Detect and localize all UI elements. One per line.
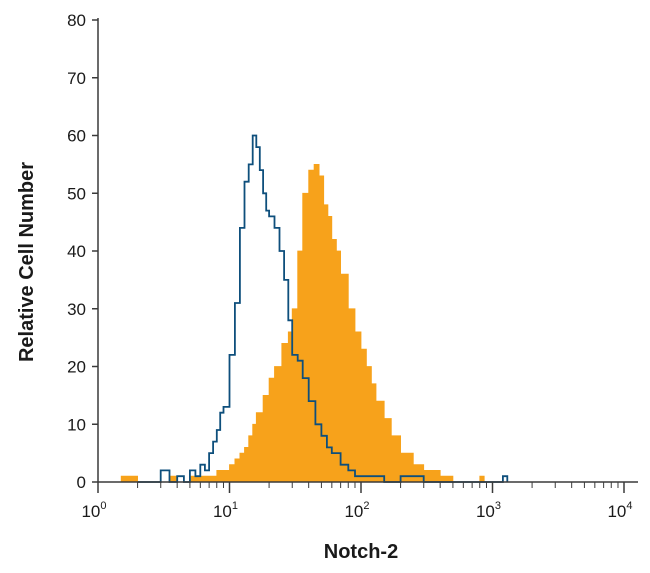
y-tick-label: 80 bbox=[67, 11, 86, 30]
x-axis-title: Notch-2 bbox=[324, 541, 398, 563]
y-tick-label: 0 bbox=[77, 473, 86, 492]
x-tick-label: 100 bbox=[81, 500, 106, 521]
x-tick-label: 103 bbox=[476, 500, 501, 521]
y-tick-label: 60 bbox=[67, 127, 86, 146]
x-tick-base: 10 bbox=[344, 502, 363, 521]
x-tick-exponent: 2 bbox=[363, 500, 369, 512]
x-tick-exponent: 1 bbox=[232, 500, 238, 512]
x-tick-base: 10 bbox=[81, 502, 100, 521]
y-tick-label: 20 bbox=[67, 358, 86, 377]
y-axis-ticks: 0 10 20 30 40 50 60 70 80 bbox=[67, 11, 98, 492]
filled-histogram-series bbox=[120, 164, 485, 483]
y-tick-label: 10 bbox=[67, 415, 86, 434]
y-tick-label: 30 bbox=[67, 300, 86, 319]
y-tick-label: 70 bbox=[67, 69, 86, 88]
series-layer bbox=[120, 134, 509, 483]
y-tick-label: 40 bbox=[67, 242, 86, 261]
x-axis-ticks: 100 101 102 103 104 bbox=[81, 482, 633, 521]
x-tick-label: 104 bbox=[607, 500, 632, 521]
x-tick-base: 10 bbox=[213, 502, 232, 521]
y-axis-title: Relative Cell Number bbox=[16, 162, 38, 362]
x-tick-exponent: 3 bbox=[495, 500, 501, 512]
x-tick-label: 101 bbox=[213, 500, 238, 521]
x-tick-exponent: 4 bbox=[626, 500, 632, 512]
x-tick-base: 10 bbox=[476, 502, 495, 521]
outline-histogram-series bbox=[137, 134, 509, 483]
y-tick-label: 50 bbox=[67, 184, 86, 203]
x-tick-label: 102 bbox=[344, 500, 369, 521]
x-tick-base: 10 bbox=[607, 502, 626, 521]
x-tick-exponent: 0 bbox=[100, 500, 106, 512]
